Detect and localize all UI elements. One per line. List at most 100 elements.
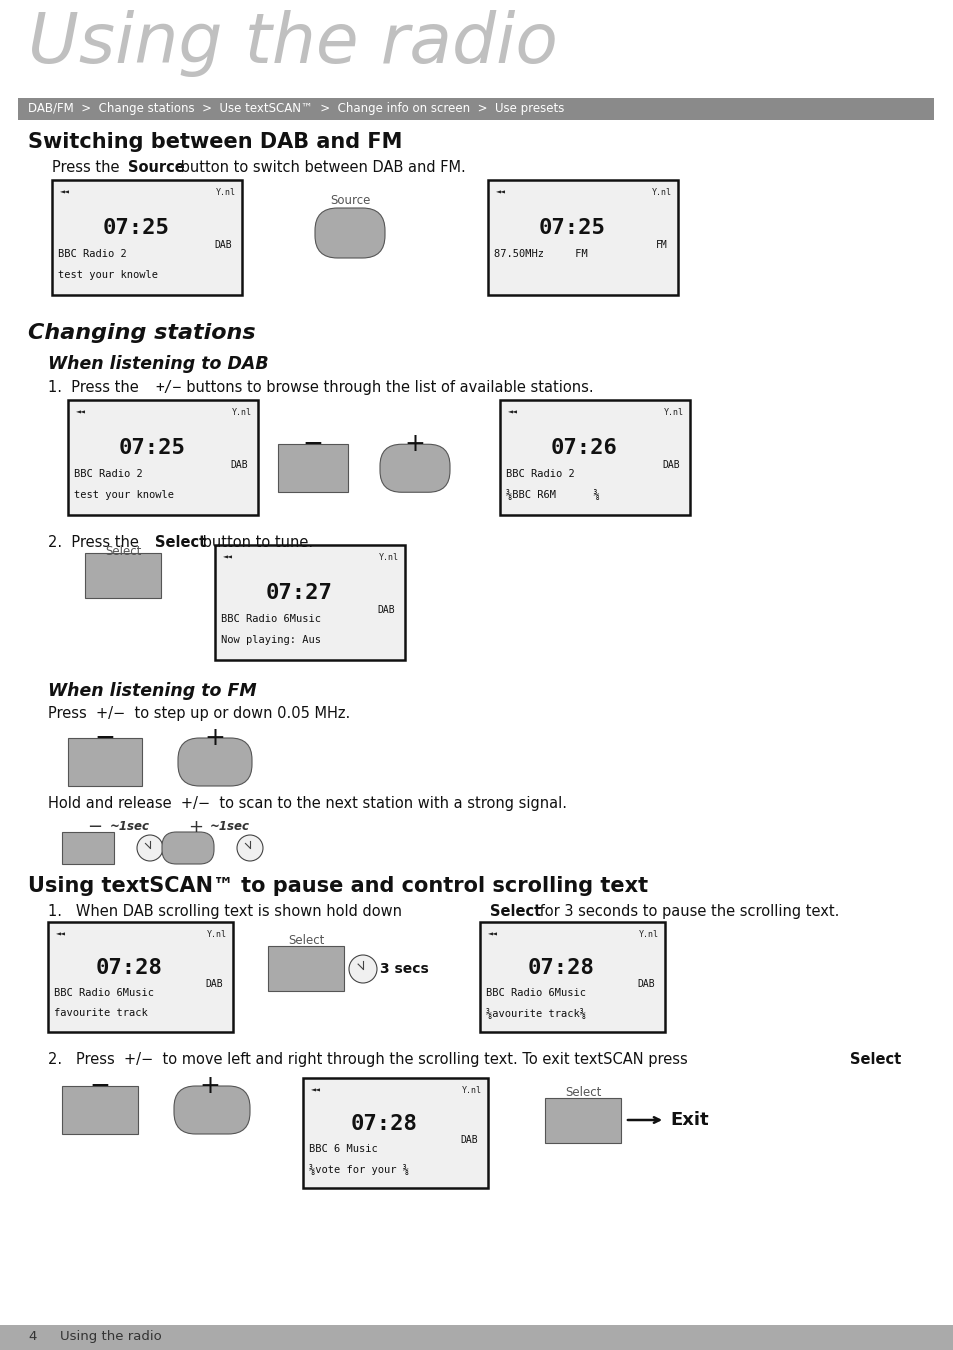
Bar (488, 180, 678, 296)
Bar (62, 832, 113, 864)
Text: DAB: DAB (214, 240, 232, 250)
Bar (68, 400, 257, 514)
Text: Select: Select (105, 545, 141, 558)
Text: favourite track: favourite track (54, 1008, 148, 1018)
Text: 3 secs: 3 secs (379, 963, 428, 976)
Text: +/−: +/− (154, 379, 181, 396)
FancyBboxPatch shape (162, 832, 213, 864)
Text: ⅜avourite track⅜: ⅜avourite track⅜ (485, 1008, 585, 1019)
Text: 07:25: 07:25 (118, 439, 185, 458)
Text: Using textSCAN™ to pause and control scrolling text: Using textSCAN™ to pause and control scr… (28, 876, 647, 896)
Text: DAB/FM  >  Change stations  >  Use textSCAN™  >  Change info on screen  >  Use p: DAB/FM > Change stations > Use textSCAN™… (28, 103, 564, 115)
Text: button to tune.: button to tune. (198, 535, 313, 549)
Text: 07:28: 07:28 (527, 958, 595, 979)
Text: ◄◄: ◄◄ (76, 408, 86, 417)
Text: 1.   When DAB scrolling text is shown hold down: 1. When DAB scrolling text is shown hold… (48, 904, 406, 919)
Text: When listening to DAB: When listening to DAB (48, 355, 269, 373)
Circle shape (349, 954, 376, 983)
Text: test your knowle: test your knowle (58, 270, 158, 279)
Text: 07:28: 07:28 (351, 1114, 417, 1134)
Text: 2.  Press the: 2. Press the (48, 535, 143, 549)
FancyBboxPatch shape (314, 208, 385, 258)
Text: Select: Select (490, 904, 540, 919)
Bar (62, 1085, 138, 1134)
Bar (68, 738, 142, 786)
Bar (0, 1324, 953, 1350)
FancyBboxPatch shape (379, 444, 450, 493)
Text: 07:25: 07:25 (102, 219, 169, 239)
Bar (277, 444, 348, 493)
Bar (499, 400, 689, 514)
Text: .: . (895, 1052, 900, 1066)
Text: for 3 seconds to pause the scrolling text.: for 3 seconds to pause the scrolling tex… (535, 904, 839, 919)
Text: 07:28: 07:28 (96, 958, 163, 979)
Text: +: + (204, 726, 225, 751)
Text: BBC Radio 2: BBC Radio 2 (505, 468, 574, 479)
Text: BBC Radio 6Music: BBC Radio 6Music (485, 988, 585, 998)
Text: DAB: DAB (460, 1135, 477, 1145)
Text: Changing stations: Changing stations (28, 323, 255, 343)
Bar (214, 545, 405, 660)
Text: Using the radio: Using the radio (28, 9, 558, 77)
Text: −: − (302, 432, 323, 456)
Text: FM: FM (656, 240, 667, 250)
Text: ◄◄: ◄◄ (488, 930, 497, 940)
Text: ◄◄: ◄◄ (56, 930, 66, 940)
Text: BBC Radio 6Music: BBC Radio 6Music (221, 614, 320, 624)
Text: buttons to browse through the list of available stations.: buttons to browse through the list of av… (177, 379, 593, 396)
Text: 07:25: 07:25 (537, 219, 604, 239)
Text: Using the radio: Using the radio (60, 1330, 162, 1343)
Text: Source: Source (330, 194, 370, 207)
Text: 07:26: 07:26 (550, 439, 617, 458)
Text: 87.50MHz     FM: 87.50MHz FM (494, 248, 587, 259)
Text: DAB: DAB (661, 460, 679, 470)
Text: Y.nl: Y.nl (639, 930, 659, 940)
Text: test your knowle: test your knowle (74, 490, 173, 500)
Text: Y.nl: Y.nl (651, 188, 671, 197)
Text: DAB: DAB (205, 979, 223, 990)
Text: Y.nl: Y.nl (663, 408, 683, 417)
Text: Press  +/−  to step up or down 0.05 MHz.: Press +/− to step up or down 0.05 MHz. (48, 706, 350, 721)
Text: 4: 4 (28, 1330, 36, 1343)
Bar (52, 180, 242, 296)
Text: BBC Radio 2: BBC Radio 2 (58, 248, 127, 259)
Text: Select: Select (849, 1052, 901, 1066)
Bar (48, 922, 233, 1031)
Text: Select: Select (154, 535, 206, 549)
Bar (268, 946, 344, 991)
Text: ⅜vote for your ⅜: ⅜vote for your ⅜ (309, 1164, 409, 1174)
Text: ⅜BBC R6M      ⅜: ⅜BBC R6M ⅜ (505, 490, 599, 501)
Text: ◄◄: ◄◄ (507, 408, 517, 417)
Text: 07:27: 07:27 (265, 583, 332, 603)
Circle shape (137, 836, 163, 861)
Text: ◄◄: ◄◄ (223, 554, 233, 562)
Text: Y.nl: Y.nl (232, 408, 252, 417)
Text: +: + (189, 818, 203, 836)
Bar (479, 922, 664, 1031)
Text: 1.  Press the: 1. Press the (48, 379, 148, 396)
Text: BBC Radio 2: BBC Radio 2 (74, 468, 143, 479)
Text: Y.nl: Y.nl (461, 1085, 481, 1095)
Text: DAB: DAB (377, 605, 395, 614)
Text: Select: Select (288, 934, 324, 946)
Text: BBC 6 Music: BBC 6 Music (309, 1143, 377, 1154)
Text: 2.   Press  +/−  to move left and right through the scrolling text. To exit text: 2. Press +/− to move left and right thro… (48, 1052, 692, 1066)
Text: Y.nl: Y.nl (207, 930, 227, 940)
Text: Press the: Press the (52, 161, 124, 176)
Bar (303, 1079, 488, 1188)
Text: ~1sec: ~1sec (210, 819, 250, 833)
Text: BBC Radio 6Music: BBC Radio 6Music (54, 988, 153, 998)
Text: −: − (88, 818, 103, 836)
Bar (544, 1098, 620, 1143)
Text: −: − (90, 1075, 111, 1098)
Text: ◄◄: ◄◄ (311, 1085, 320, 1095)
Text: When listening to FM: When listening to FM (48, 682, 256, 701)
Text: Y.nl: Y.nl (215, 188, 235, 197)
Text: −: − (94, 726, 115, 751)
Bar (18, 99, 933, 120)
Text: Select: Select (564, 1085, 600, 1099)
Text: ◄◄: ◄◄ (496, 188, 505, 197)
Text: DAB: DAB (230, 460, 248, 470)
Text: +: + (404, 432, 425, 456)
Text: ~1sec: ~1sec (110, 819, 150, 833)
